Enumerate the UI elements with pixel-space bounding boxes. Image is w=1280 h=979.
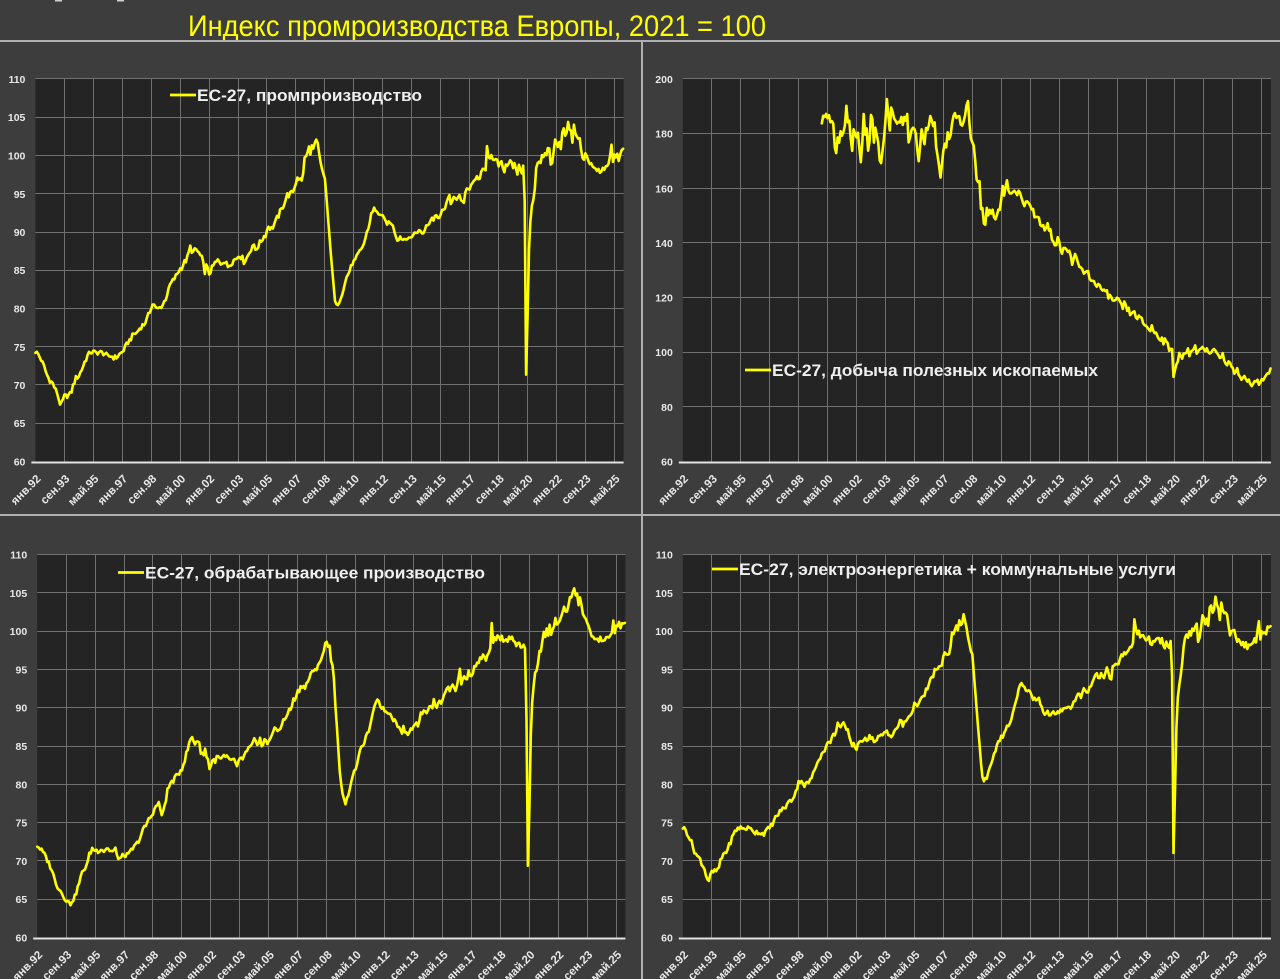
svg-text:90: 90 xyxy=(661,703,673,715)
svg-text:105: 105 xyxy=(10,588,28,600)
svg-text:65: 65 xyxy=(14,418,26,430)
svg-text:100: 100 xyxy=(655,626,673,638)
svg-text:ЕС-27, промпроизводство: ЕС-27, промпроизводство xyxy=(197,86,422,105)
svg-text:ЕС-27, электроэнергетика + ком: ЕС-27, электроэнергетика + коммунальные … xyxy=(739,560,1176,579)
svg-text:90: 90 xyxy=(14,227,26,239)
svg-text:ЕС-27, добыча полезных ископае: ЕС-27, добыча полезных ископаемых xyxy=(772,361,1099,380)
svg-text:200: 200 xyxy=(655,74,673,86)
svg-text:180: 180 xyxy=(655,129,673,141)
svg-text:85: 85 xyxy=(661,741,673,753)
svg-text:100: 100 xyxy=(8,151,26,163)
svg-text:60: 60 xyxy=(14,457,26,469)
svg-text:75: 75 xyxy=(661,818,673,830)
svg-text:60: 60 xyxy=(16,933,28,945)
svg-text:60: 60 xyxy=(661,933,673,945)
svg-text:100: 100 xyxy=(10,626,28,638)
svg-text:80: 80 xyxy=(661,779,673,791)
svg-text:75: 75 xyxy=(16,818,28,830)
svg-text:70: 70 xyxy=(16,856,28,868)
svg-text:ЕС-27, обрабатывающее производ: ЕС-27, обрабатывающее производство xyxy=(145,564,485,583)
svg-text:85: 85 xyxy=(16,741,28,753)
svg-text:95: 95 xyxy=(16,664,28,676)
svg-text:80: 80 xyxy=(661,402,673,414)
svg-text:85: 85 xyxy=(14,265,26,277)
svg-text:65: 65 xyxy=(661,894,673,906)
svg-text:Индекс промроизводства Европы,: Индекс промроизводства Европы, 2021 = 10… xyxy=(188,10,766,43)
svg-text:160: 160 xyxy=(655,183,673,195)
svg-text:80: 80 xyxy=(14,304,26,316)
svg-text:110: 110 xyxy=(10,550,27,562)
svg-text:80: 80 xyxy=(16,779,28,791)
svg-text:90: 90 xyxy=(16,703,28,715)
svg-text:60: 60 xyxy=(661,457,673,469)
svg-text:105: 105 xyxy=(655,588,673,600)
svg-text:110: 110 xyxy=(8,74,25,86)
svg-text:70: 70 xyxy=(661,856,673,868)
svg-text:70: 70 xyxy=(14,380,26,392)
svg-text:105: 105 xyxy=(8,112,26,124)
svg-text:75: 75 xyxy=(14,342,26,354)
svg-text:100: 100 xyxy=(655,347,673,359)
svg-text:140: 140 xyxy=(655,238,673,250)
svg-text:95: 95 xyxy=(14,189,26,201)
svg-text:65: 65 xyxy=(16,894,28,906)
svg-text:110: 110 xyxy=(656,550,673,562)
svg-text:95: 95 xyxy=(661,664,673,676)
svg-text:120: 120 xyxy=(655,293,673,305)
